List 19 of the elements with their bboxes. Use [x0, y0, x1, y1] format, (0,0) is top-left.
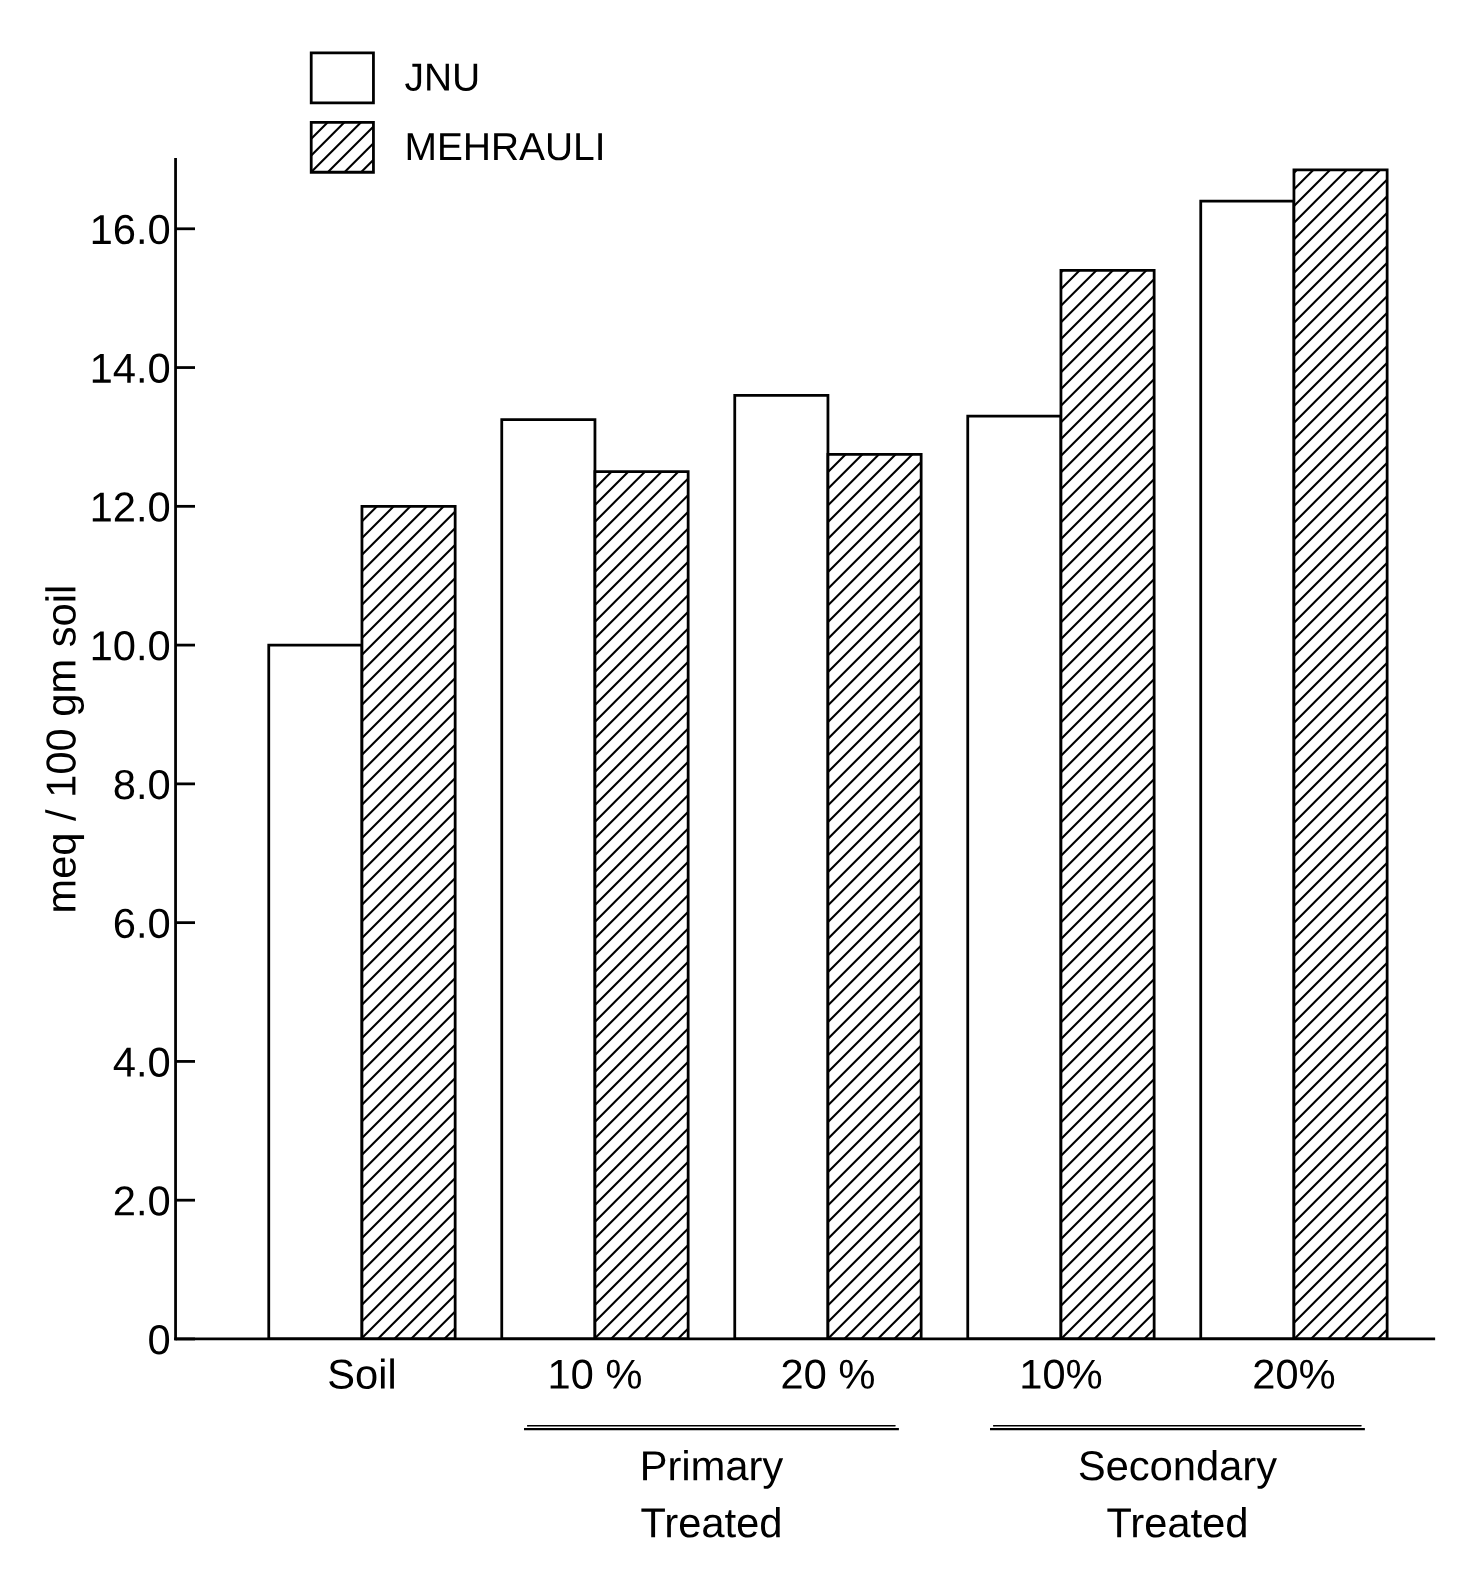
x-tick-label: 10 %	[550, 1359, 641, 1390]
x-tick-label: Soil	[329, 1358, 394, 1390]
x-tick-label: 20 %	[782, 1359, 874, 1390]
x-tick-label: 20%	[1254, 1359, 1335, 1390]
text: Secondary Treated	[1079, 1449, 1277, 1538]
y-tick-label: 4.0	[113, 1047, 170, 1077]
legend-label: JNU	[405, 63, 478, 91]
x-tick-label: 10%	[1022, 1359, 1102, 1390]
text: Primary Treated	[641, 1449, 784, 1538]
y-tick-label: 14.0	[92, 353, 170, 384]
y-tick-label: 6.0	[114, 908, 170, 939]
y-axis-title: meq / 100 gm soil	[45, 587, 85, 911]
y-tick-label: 10.0	[92, 631, 170, 661]
y-tick-label: 0	[149, 1324, 170, 1355]
y-tick-label: 8.0	[114, 769, 170, 800]
y-tick-label: 2.0	[114, 1186, 170, 1216]
y-tick-label: 16.0	[92, 214, 170, 245]
legend-label: MEHRAULI	[407, 133, 602, 161]
y-tick-label: 12.0	[92, 492, 170, 522]
